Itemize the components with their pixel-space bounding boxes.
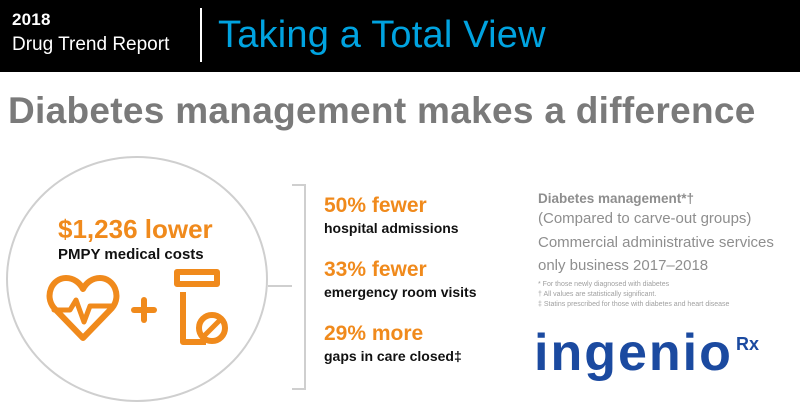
health-icons-row: [46, 269, 228, 345]
banner-divider: [200, 8, 202, 62]
report-name: Drug Trend Report: [12, 34, 170, 55]
stat-value: 50% fewer: [324, 194, 427, 217]
footnote: † All values are statistically significa…: [538, 291, 657, 298]
logo-suffix: Rx: [736, 334, 759, 354]
stat-label: emergency room visits: [324, 284, 477, 300]
side-note-line: only business 2017–2018: [538, 257, 709, 274]
heartbeat-icon: [46, 275, 120, 341]
side-note-line: Commercial administrative services: [538, 234, 774, 251]
footnote: * For those newly diagnosed with diabete…: [538, 281, 670, 288]
side-note-title: Diabetes management*†: [538, 191, 695, 206]
prescription-icon: [174, 269, 228, 345]
report-banner: 2018 Drug Trend Report Taking a Total Vi…: [0, 0, 800, 72]
banner-title: Taking a Total View: [218, 14, 546, 56]
cost-savings-value: $1,236 lower: [58, 214, 213, 244]
bracket-connector: [268, 285, 292, 287]
footnote: ‡ Statins prescribed for those with diab…: [538, 301, 730, 308]
stat-gaps-in-care: 29% more gaps in care closed‡: [324, 322, 462, 366]
stat-value: 33% fewer: [324, 258, 427, 281]
plus-icon: [131, 297, 157, 323]
logo-wordmark: ingenio: [534, 324, 733, 382]
stat-emergency-room-visits: 33% fewer emergency room visits: [324, 258, 477, 302]
highlight-circle: [6, 156, 268, 402]
stat-label: hospital admissions: [324, 220, 459, 236]
side-note-line: (Compared to carve-out groups): [538, 210, 752, 227]
cost-savings-label: PMPY medical costs: [58, 246, 204, 263]
stats-bracket: [292, 184, 306, 390]
stat-hospital-admissions: 50% fewer hospital admissions: [324, 194, 459, 238]
stat-value: 29% more: [324, 322, 424, 345]
page-headline: Diabetes management makes a difference: [8, 90, 756, 131]
ingeniorx-logo: ingenio Rx: [534, 324, 759, 382]
stat-label: gaps in care closed‡: [324, 348, 462, 364]
report-year: 2018: [12, 10, 51, 29]
